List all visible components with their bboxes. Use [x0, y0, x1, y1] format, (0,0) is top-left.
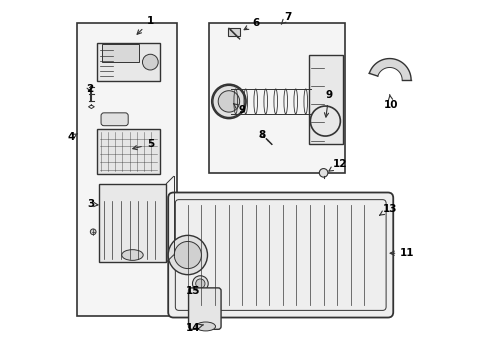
Text: 14: 14: [186, 323, 203, 333]
Circle shape: [90, 229, 96, 235]
Text: 4: 4: [67, 132, 77, 142]
Ellipse shape: [196, 322, 216, 331]
Text: 12: 12: [329, 159, 347, 171]
Circle shape: [193, 276, 208, 292]
FancyBboxPatch shape: [189, 288, 221, 329]
Text: 8: 8: [258, 130, 266, 140]
Circle shape: [174, 242, 201, 269]
Circle shape: [218, 91, 240, 112]
Text: 1: 1: [137, 16, 154, 34]
Text: 9: 9: [233, 104, 245, 115]
FancyBboxPatch shape: [98, 184, 167, 262]
FancyBboxPatch shape: [228, 28, 240, 36]
FancyBboxPatch shape: [168, 193, 393, 318]
Text: 3: 3: [87, 199, 98, 209]
FancyBboxPatch shape: [209, 23, 345, 173]
Text: 7: 7: [281, 13, 292, 24]
Text: 6: 6: [244, 18, 259, 30]
Circle shape: [143, 54, 158, 70]
FancyBboxPatch shape: [101, 113, 128, 126]
Text: 9: 9: [324, 90, 333, 117]
Text: 15: 15: [186, 286, 200, 296]
Text: 11: 11: [390, 248, 415, 258]
FancyBboxPatch shape: [98, 43, 160, 81]
FancyBboxPatch shape: [77, 23, 177, 316]
FancyBboxPatch shape: [102, 44, 139, 62]
Polygon shape: [369, 59, 411, 80]
Text: 13: 13: [380, 203, 397, 215]
Circle shape: [168, 235, 207, 275]
Circle shape: [196, 279, 205, 288]
FancyBboxPatch shape: [98, 129, 160, 174]
FancyBboxPatch shape: [309, 55, 343, 144]
Ellipse shape: [122, 249, 143, 260]
Text: 5: 5: [133, 139, 154, 150]
Text: 10: 10: [384, 94, 399, 110]
Circle shape: [319, 168, 328, 177]
Circle shape: [213, 85, 245, 117]
Text: 2: 2: [86, 84, 93, 94]
